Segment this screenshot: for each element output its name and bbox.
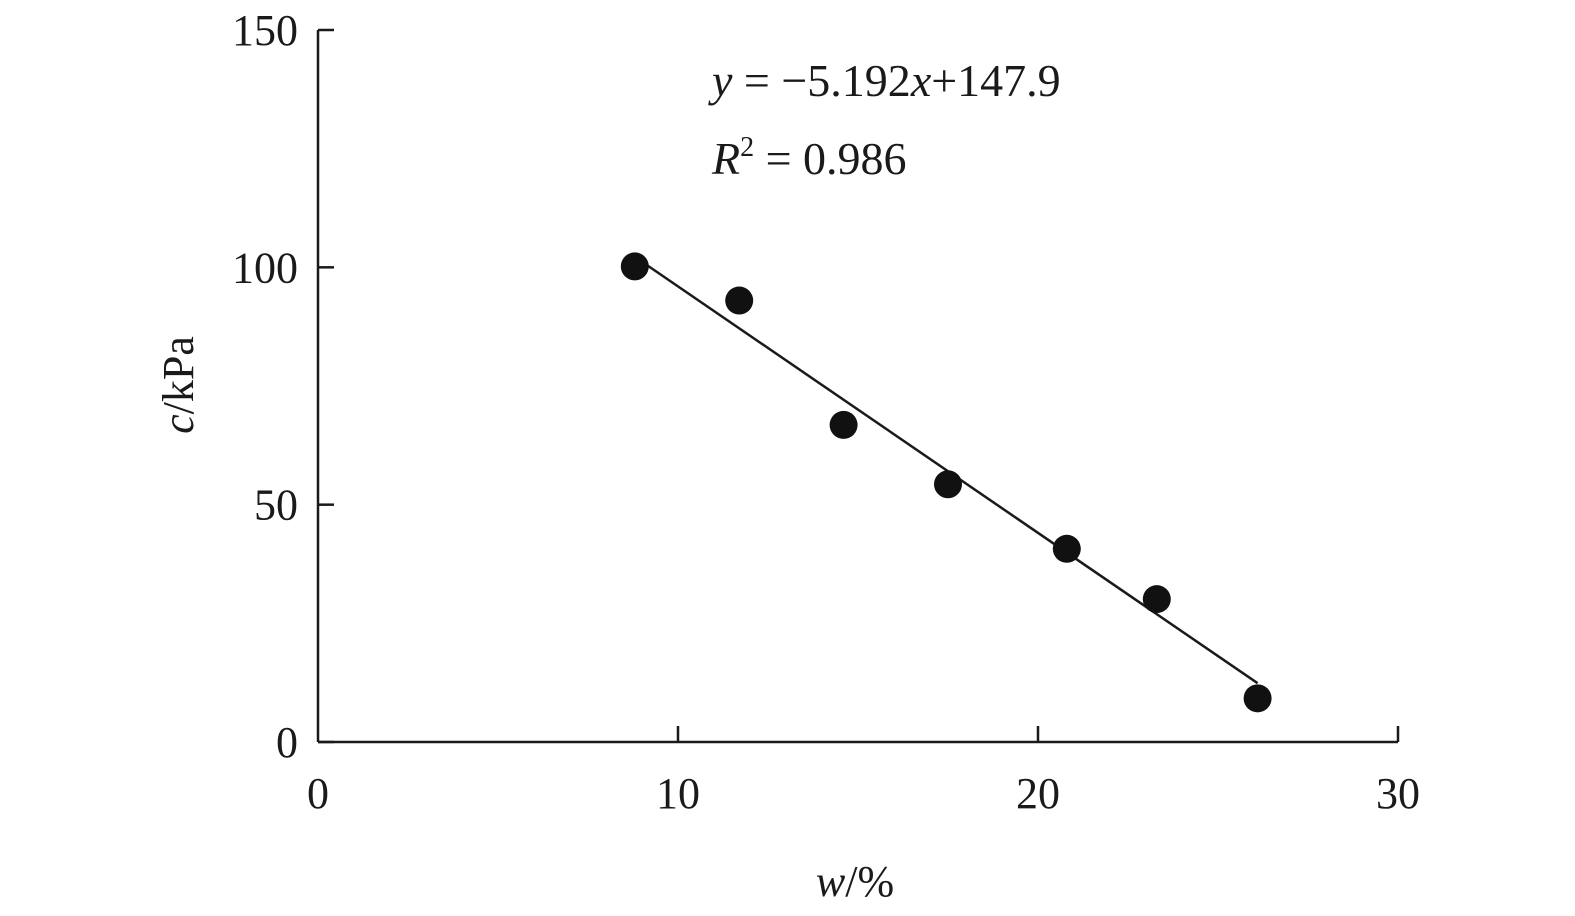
data-point <box>1243 684 1272 713</box>
data-point <box>829 410 858 439</box>
equation-x-var: x <box>910 55 932 106</box>
y-axis-unit: /kPa <box>154 336 203 414</box>
data-points <box>620 252 1272 713</box>
x-axis-var: w <box>816 857 846 906</box>
ticks <box>318 28 1400 744</box>
x-tick-label: 0 <box>307 769 329 818</box>
equation-annotation: y = −5.192x+147.9 <box>708 55 1061 106</box>
y-axis-var: c <box>154 414 203 434</box>
axes <box>316 30 1398 744</box>
tick-labels: 0 50 100 150 0 10 20 30 <box>232 6 1420 818</box>
x-tick-label: 30 <box>1376 769 1420 818</box>
equation-coefficient: = −5.192 <box>732 55 910 106</box>
r-squared-value: = 0.986 <box>754 133 906 184</box>
r-squared-annotation: R2 = 0.986 <box>711 132 907 184</box>
equation-y-var: y <box>708 55 733 106</box>
y-tick-label: 100 <box>232 243 298 292</box>
equation-intercept: +147.9 <box>931 55 1060 106</box>
x-axis-unit: /% <box>845 857 894 906</box>
data-point <box>934 470 962 499</box>
y-axis-title: c/kPa <box>154 336 203 434</box>
y-tick-label: 150 <box>232 6 298 55</box>
x-tick-label: 20 <box>1016 769 1060 818</box>
data-point <box>1142 585 1171 614</box>
x-axis-title: w/% <box>816 857 894 906</box>
y-tick-label: 50 <box>254 481 298 530</box>
data-point <box>1052 534 1081 563</box>
y-tick-label: 0 <box>276 718 298 767</box>
data-point <box>725 286 754 315</box>
r-squared-var: R <box>711 133 740 184</box>
r-squared-superscript: 2 <box>740 132 754 163</box>
x-tick-label: 10 <box>656 769 700 818</box>
data-point <box>620 252 649 281</box>
